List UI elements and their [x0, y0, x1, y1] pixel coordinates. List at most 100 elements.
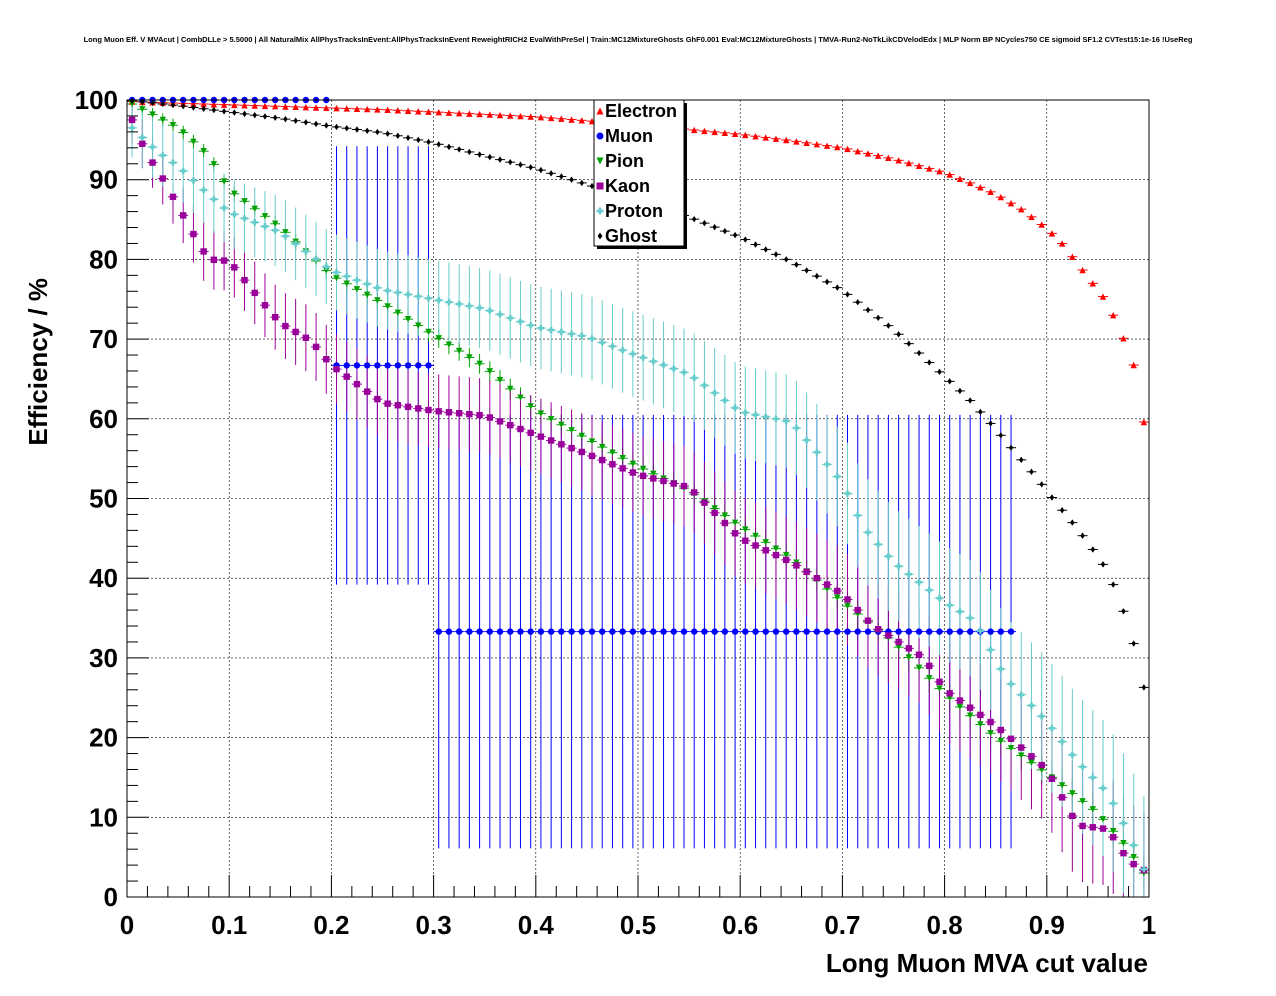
pion-data-point — [374, 297, 381, 304]
proton-data-point — [721, 397, 729, 404]
proton-data-point — [823, 461, 831, 468]
kaon-data-point — [251, 289, 258, 297]
muon-data-point — [404, 362, 412, 369]
proton-data-point — [302, 248, 310, 255]
muon-legend-label: Muon — [605, 126, 653, 146]
proton-data-point — [210, 196, 218, 203]
electron-data-point — [782, 136, 790, 144]
electron-data-point — [752, 132, 759, 140]
kaon-data-point — [139, 140, 146, 148]
muon-data-point — [956, 628, 964, 635]
electron-data-point — [578, 117, 585, 124]
electron-data-point — [1058, 240, 1066, 247]
kaon-data-point — [752, 542, 759, 549]
pion-data-point — [609, 449, 616, 456]
ghost-data-point — [743, 236, 748, 243]
kaon-data-point — [486, 414, 494, 421]
pion-data-point — [333, 274, 340, 282]
muon-data-point — [834, 628, 841, 635]
pion-data-point — [1089, 806, 1096, 813]
electron-data-point — [834, 143, 841, 151]
ghost-data-point — [405, 134, 411, 142]
grid — [127, 100, 1149, 897]
y-tick-label: 0 — [104, 882, 118, 912]
pion-data-point — [200, 147, 207, 155]
chart-title: Long Muon Eff. V MVAcut | CombDLLe > 5.5… — [84, 35, 1193, 44]
electron-data-point — [915, 162, 923, 169]
pion-data-point — [721, 512, 729, 519]
ghost-data-point — [232, 109, 237, 116]
ghost-data-point — [1059, 507, 1065, 514]
ghost-data-point — [691, 215, 697, 223]
pion-data-point — [1120, 840, 1127, 847]
pion-data-point — [650, 470, 657, 477]
ghost-data-point — [1039, 481, 1044, 488]
legend-shadow-right — [684, 103, 687, 249]
x-tick-label: 0.6 — [722, 910, 758, 940]
ghost-data-point — [794, 261, 799, 268]
electron-data-point — [282, 103, 289, 110]
proton-data-point — [997, 665, 1005, 673]
proton-data-point — [854, 512, 861, 519]
proton-data-point — [271, 227, 279, 234]
electron-data-point — [415, 108, 422, 115]
proton-data-point — [435, 297, 442, 304]
muon-data-point — [782, 628, 790, 635]
proton-data-point — [782, 417, 790, 425]
kaon-data-point — [568, 444, 575, 452]
kaon-data-point — [180, 212, 187, 219]
kaon-data-point — [711, 509, 718, 517]
muon-data-point — [895, 628, 902, 635]
proton-data-point — [742, 409, 749, 416]
proton-data-point — [629, 350, 637, 358]
electron-data-point — [476, 110, 483, 118]
ghost-data-point — [875, 314, 881, 322]
ghost-data-point — [518, 161, 523, 168]
pion-data-point — [578, 432, 585, 440]
proton-data-point — [1099, 784, 1107, 792]
muon-data-point — [537, 628, 545, 635]
pion-data-point — [159, 116, 166, 124]
ghost-data-point — [1121, 608, 1126, 615]
kaon-data-point — [844, 596, 851, 603]
kaon-data-point — [834, 587, 841, 595]
electron-data-point — [394, 107, 402, 114]
kaon-data-point — [1007, 735, 1015, 742]
electron-data-point — [558, 115, 565, 122]
ghost-data-point — [1019, 456, 1024, 464]
pion-legend-label: Pion — [605, 151, 644, 171]
kaon-data-point — [159, 175, 166, 182]
pion-data-point — [507, 385, 514, 393]
kaon-data-point — [343, 373, 350, 380]
ghost-data-point — [916, 349, 922, 357]
kaon-data-point — [731, 530, 739, 537]
kaon-data-point — [782, 556, 790, 564]
ghost-data-point — [129, 97, 135, 104]
muon-data-point — [772, 628, 780, 635]
kaon-data-point — [271, 313, 279, 321]
pion-data-point — [782, 551, 790, 559]
proton-data-point — [537, 324, 545, 332]
electron-data-point — [977, 184, 984, 191]
electron-data-point — [333, 104, 340, 112]
proton-data-point — [680, 369, 688, 376]
pion-data-point — [149, 111, 156, 118]
proton-data-point — [363, 280, 371, 288]
proton-data-point — [1007, 680, 1015, 688]
pion-data-point — [169, 122, 177, 129]
ghost-data-point — [773, 251, 779, 258]
ghost-data-point — [538, 166, 544, 174]
electron-data-point — [1130, 361, 1137, 369]
electron-data-point — [1007, 199, 1015, 207]
y-tick-label: 30 — [89, 643, 118, 673]
ghost-data-point — [426, 138, 431, 146]
ghost-data-point — [947, 378, 952, 385]
y-tick-label: 90 — [89, 165, 118, 195]
x-tick-label: 0.7 — [824, 910, 860, 940]
ghost-data-point — [436, 141, 441, 148]
proton-data-point — [987, 646, 994, 654]
pion-data-point — [394, 309, 402, 316]
pion-data-point — [261, 213, 269, 220]
proton-data-point — [1028, 702, 1035, 709]
proton-data-point — [711, 389, 718, 397]
